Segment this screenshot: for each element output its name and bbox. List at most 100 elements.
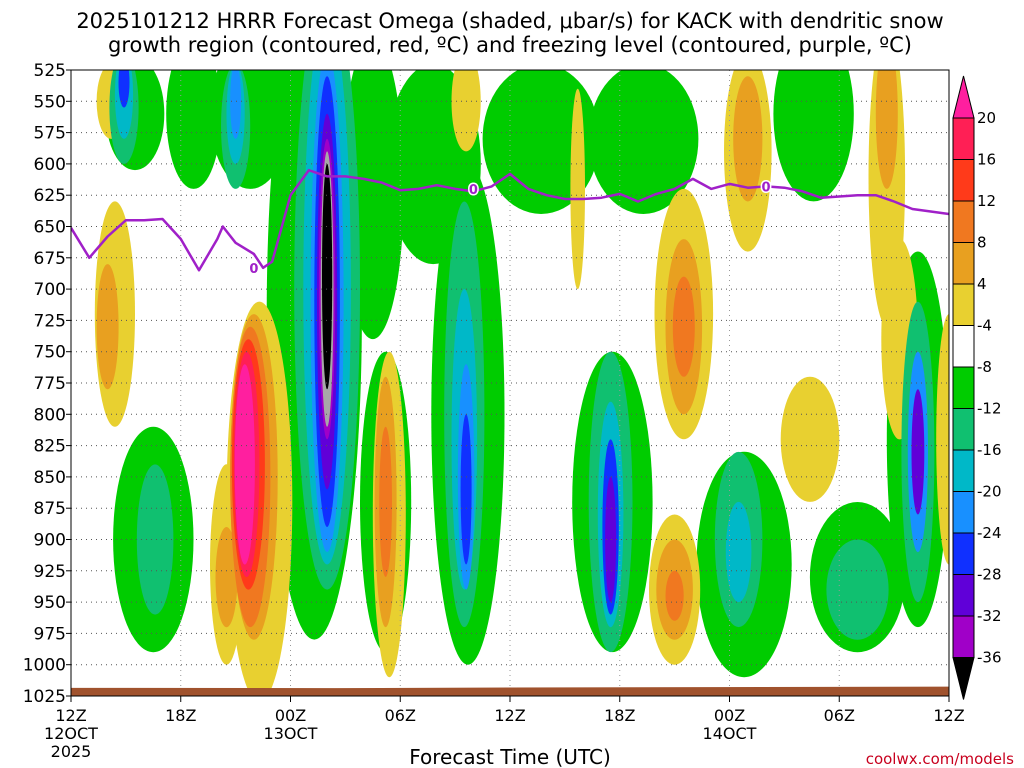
omega-cell-p4 <box>570 88 585 290</box>
x-tick-label: 12Z <box>55 706 86 725</box>
omega-cell-n8 <box>773 70 854 202</box>
x-tick-label: 12Z <box>494 706 525 725</box>
y-axis: 525 550 575 600 625 650 675 700 725 750 775 800 825 8… <box>23 61 71 707</box>
x-tick-label: 12Z <box>933 706 964 725</box>
colorbar-label: -36 <box>977 649 1002 667</box>
y-tick-label: 850 <box>34 468 66 488</box>
omega-cell-p4 <box>780 376 840 502</box>
y-tick-label: 575 <box>34 124 66 144</box>
x-tick-label: 18Z <box>165 706 196 725</box>
omega-cell-p12 <box>672 276 695 377</box>
colorbar-label: 20 <box>977 109 996 127</box>
colorbar-band <box>952 408 975 451</box>
terrain-band <box>71 686 949 696</box>
y-tick-label: 600 <box>34 155 66 175</box>
omega-cell-n8 <box>482 70 600 214</box>
omega-cell-p8 <box>733 76 763 202</box>
omega-cell-p24 <box>234 364 255 565</box>
colorbar-band <box>952 366 975 409</box>
y-tick-label: 925 <box>34 562 66 582</box>
omega-cell-p4 <box>936 314 949 565</box>
colorbar-band <box>952 574 975 617</box>
colorbar-label: -4 <box>977 317 992 335</box>
colorbar-band <box>952 325 975 368</box>
freezing-level-label: 0 <box>469 183 478 198</box>
omega-cell-n12 <box>826 539 889 640</box>
colorbar-band <box>952 283 975 326</box>
colorbar-bottom-cap <box>952 657 975 700</box>
freezing-level-label: 0 <box>762 180 771 195</box>
omega-cell-n16 <box>725 501 752 603</box>
freezing-level-label: 0 <box>249 262 258 277</box>
y-tick-label: 725 <box>34 311 66 331</box>
omega-cell-p12 <box>665 570 684 621</box>
y-tick-label: 1025 <box>23 687 66 707</box>
omega-cell-n24 <box>460 414 472 565</box>
colorbar-label: 12 <box>977 192 996 210</box>
colorbar-band <box>952 200 975 243</box>
y-tick-label: 550 <box>34 92 66 112</box>
omega-cell-p8 <box>96 264 119 390</box>
colorbar-label: -8 <box>977 358 992 376</box>
colorbar-label: -20 <box>977 483 1002 501</box>
colorbar-label: 16 <box>977 151 996 169</box>
colorbar-label: -16 <box>977 441 1002 459</box>
x-tick-day-label: 14OCT <box>703 724 757 743</box>
omega-cell-n8 <box>588 70 699 214</box>
y-tick-label: 625 <box>34 186 66 206</box>
x-tick-label: 18Z <box>604 706 635 725</box>
y-tick-label: 800 <box>34 405 66 425</box>
y-tick-label: 875 <box>34 499 66 519</box>
y-tick-label: 700 <box>34 280 66 300</box>
colorbar: 20 16 12 8 4 -4 -8 -12 -16 -20 -24 -28 -32 -36 <box>952 75 1002 700</box>
colorbar-label: -28 <box>977 566 1002 584</box>
freezing-level-contour: 0 0 0 <box>71 168 949 278</box>
x-tick-year-label: 2025 <box>51 742 92 761</box>
colorbar-band <box>952 242 975 285</box>
omega-cell-n24 <box>118 70 130 108</box>
x-tick-label: 06Z <box>385 706 416 725</box>
omega-shading <box>94 70 949 696</box>
freezing-level-line <box>71 168 949 272</box>
colorbar-band <box>952 449 975 492</box>
x-tick-day-label: 12OCT <box>44 724 98 743</box>
y-tick-label: 825 <box>34 437 66 457</box>
y-tick-label: 900 <box>34 531 66 551</box>
x-tick-label: 06Z <box>824 706 855 725</box>
omega-cell-n40 <box>322 163 333 390</box>
y-tick-label: 750 <box>34 343 66 363</box>
colorbar-label: -24 <box>977 524 1002 542</box>
y-tick-label: 1000 <box>23 656 66 676</box>
y-tick-label: 950 <box>34 593 66 613</box>
colorbar-label: -12 <box>977 400 1002 418</box>
credit-text: coolwx.com/models <box>866 750 1014 768</box>
x-axis-title: Forecast Time (UTC) <box>409 745 611 768</box>
colorbar-band <box>952 615 975 658</box>
chart-title-line2: growth region (contoured, red, ºC) and f… <box>108 33 912 57</box>
terrain-surface <box>71 686 949 696</box>
colorbar-band <box>952 117 975 160</box>
x-tick-label: 00Z <box>275 706 306 725</box>
x-tick-label: 00Z <box>714 706 745 725</box>
colorbar-label: 8 <box>977 234 987 252</box>
y-tick-label: 525 <box>34 61 66 81</box>
colorbar-band <box>952 159 975 202</box>
x-tick-day-label: 13OCT <box>264 724 318 743</box>
omega-cell-n28 <box>605 476 617 603</box>
omega-cell-n8 <box>166 70 221 189</box>
colorbar-band <box>952 532 975 575</box>
chart-title-line1: 2025101212 HRRR Forecast Omega (shaded, … <box>76 9 943 33</box>
omega-cell-n28 <box>911 389 925 515</box>
y-tick-label: 675 <box>34 249 66 269</box>
y-tick-label: 650 <box>34 218 66 238</box>
y-tick-label: 775 <box>34 374 66 394</box>
colorbar-label: 4 <box>977 275 987 293</box>
y-tick-label: 975 <box>34 624 66 644</box>
omega-cell-p12 <box>379 426 392 577</box>
colorbar-band <box>952 491 975 534</box>
colorbar-top-cap <box>952 75 975 119</box>
omega-cell-n20 <box>230 70 242 139</box>
omega-cell-n12 <box>136 464 174 615</box>
